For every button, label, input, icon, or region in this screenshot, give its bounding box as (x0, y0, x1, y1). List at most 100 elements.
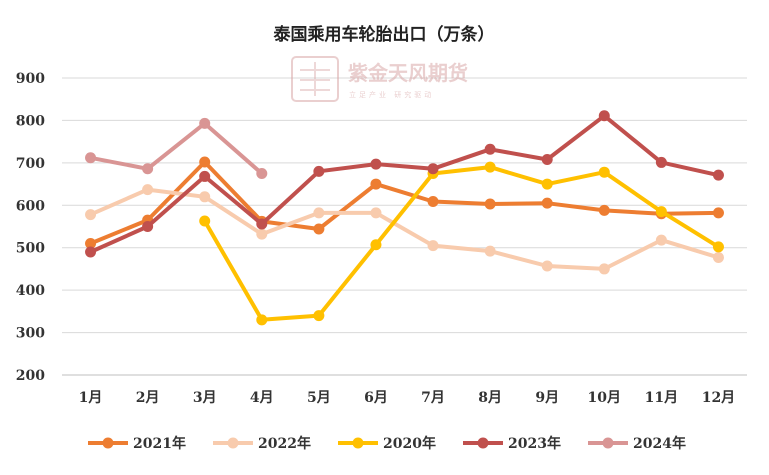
legend-swatch-marker (602, 437, 614, 449)
x-tick-label: 11月 (645, 390, 678, 406)
y-tick-label: 600 (16, 198, 45, 214)
x-tick-label: 4月 (250, 390, 274, 406)
series-line (88, 187, 721, 271)
series-group (85, 110, 724, 326)
data-point (313, 310, 325, 322)
watermark-seal (291, 56, 339, 102)
legend-label: 2023年 (508, 435, 561, 452)
data-point (712, 241, 724, 253)
data-point (427, 240, 439, 252)
legend-item: 2020年 (338, 435, 436, 452)
data-point (199, 170, 211, 182)
data-point (712, 251, 724, 263)
grid (62, 77, 747, 376)
x-tick-label: 7月 (421, 390, 445, 406)
data-point (142, 221, 154, 232)
series-line (202, 165, 721, 322)
watermark-seal-glyph (300, 62, 330, 96)
legend-label: 2024年 (633, 435, 686, 452)
data-point (598, 204, 610, 216)
y-axis: 200 300 400 500 600 700 800 900 (16, 71, 45, 384)
data-point (256, 228, 268, 240)
watermark-text: 紫金天风期货 (348, 61, 468, 85)
data-point (541, 260, 553, 272)
x-tick-label: 2月 (136, 390, 160, 406)
data-point (484, 198, 496, 210)
data-point (370, 178, 382, 190)
data-point (85, 152, 97, 164)
watermark-subtext: 立足产业 研究驱动 (349, 90, 434, 99)
data-point (85, 237, 97, 249)
data-point (199, 117, 211, 129)
y-tick-label: 900 (16, 71, 45, 87)
legend-swatch-marker (477, 437, 489, 449)
x-tick-label: 8月 (478, 390, 502, 406)
data-point (85, 246, 97, 258)
data-point (199, 156, 211, 168)
legend-label: 2022年 (258, 435, 311, 452)
x-tick-label: 1月 (79, 390, 103, 406)
data-point (427, 163, 439, 175)
data-point (313, 223, 325, 235)
data-point (598, 263, 610, 275)
series-2023年 (85, 110, 724, 258)
series-2024年 (85, 117, 268, 179)
data-point (598, 166, 610, 178)
y-tick-label: 400 (16, 283, 45, 299)
data-point (256, 314, 268, 326)
x-tick-label: 9月 (535, 390, 559, 406)
x-tick-label: 6月 (364, 390, 388, 406)
y-tick-label: 300 (16, 326, 45, 342)
series-2022年 (85, 184, 724, 275)
series-line (88, 160, 721, 246)
data-point (370, 158, 382, 170)
series-2021年 (85, 156, 724, 249)
data-point (370, 207, 382, 219)
series-line (88, 121, 264, 176)
data-point (199, 191, 211, 203)
legend-swatch-marker (352, 437, 364, 449)
data-point (655, 156, 667, 168)
legend-item: 2021年 (88, 435, 186, 452)
series-2020年 (199, 161, 724, 326)
data-point (598, 110, 610, 122)
series-line (88, 113, 721, 254)
y-tick-label: 500 (16, 241, 45, 257)
data-point (655, 206, 667, 218)
legend: 2021年 2022年 2020年 2023年 2024年 (88, 435, 686, 452)
data-point (655, 234, 667, 246)
x-tick-label: 12月 (702, 390, 735, 406)
data-point (712, 169, 724, 181)
data-point (370, 239, 382, 251)
data-point (142, 184, 154, 196)
legend-label: 2020年 (383, 435, 436, 452)
data-point (199, 215, 211, 227)
data-point (142, 163, 154, 175)
y-tick-label: 200 (16, 368, 45, 384)
y-tick-label: 700 (16, 156, 45, 172)
legend-item: 2022年 (213, 435, 311, 452)
x-tick-label: 10月 (588, 390, 621, 406)
legend-swatch-marker (227, 437, 239, 449)
data-point (427, 195, 439, 207)
x-tick-label: 5月 (307, 390, 331, 406)
x-tick-label: 3月 (193, 390, 217, 406)
legend-swatch-marker (102, 437, 114, 449)
data-point (541, 197, 553, 209)
data-point (256, 218, 268, 230)
legend-item: 2024年 (588, 435, 686, 452)
x-axis: 1月 2月 3月 4月 5月 6月 7月 8月 9月 10月 11月 12月 (79, 390, 736, 406)
y-tick-label: 800 (16, 113, 45, 129)
legend-label: 2021年 (133, 435, 186, 452)
watermark: 紫金天风期货 立足产业 研究驱动 (291, 56, 468, 102)
data-point (484, 161, 496, 173)
data-point (541, 178, 553, 190)
data-point (85, 209, 97, 221)
data-point (256, 167, 268, 179)
data-point (712, 207, 724, 219)
legend-item: 2023年 (463, 435, 561, 452)
data-point (541, 153, 553, 165)
data-point (484, 245, 496, 257)
data-point (484, 143, 496, 155)
